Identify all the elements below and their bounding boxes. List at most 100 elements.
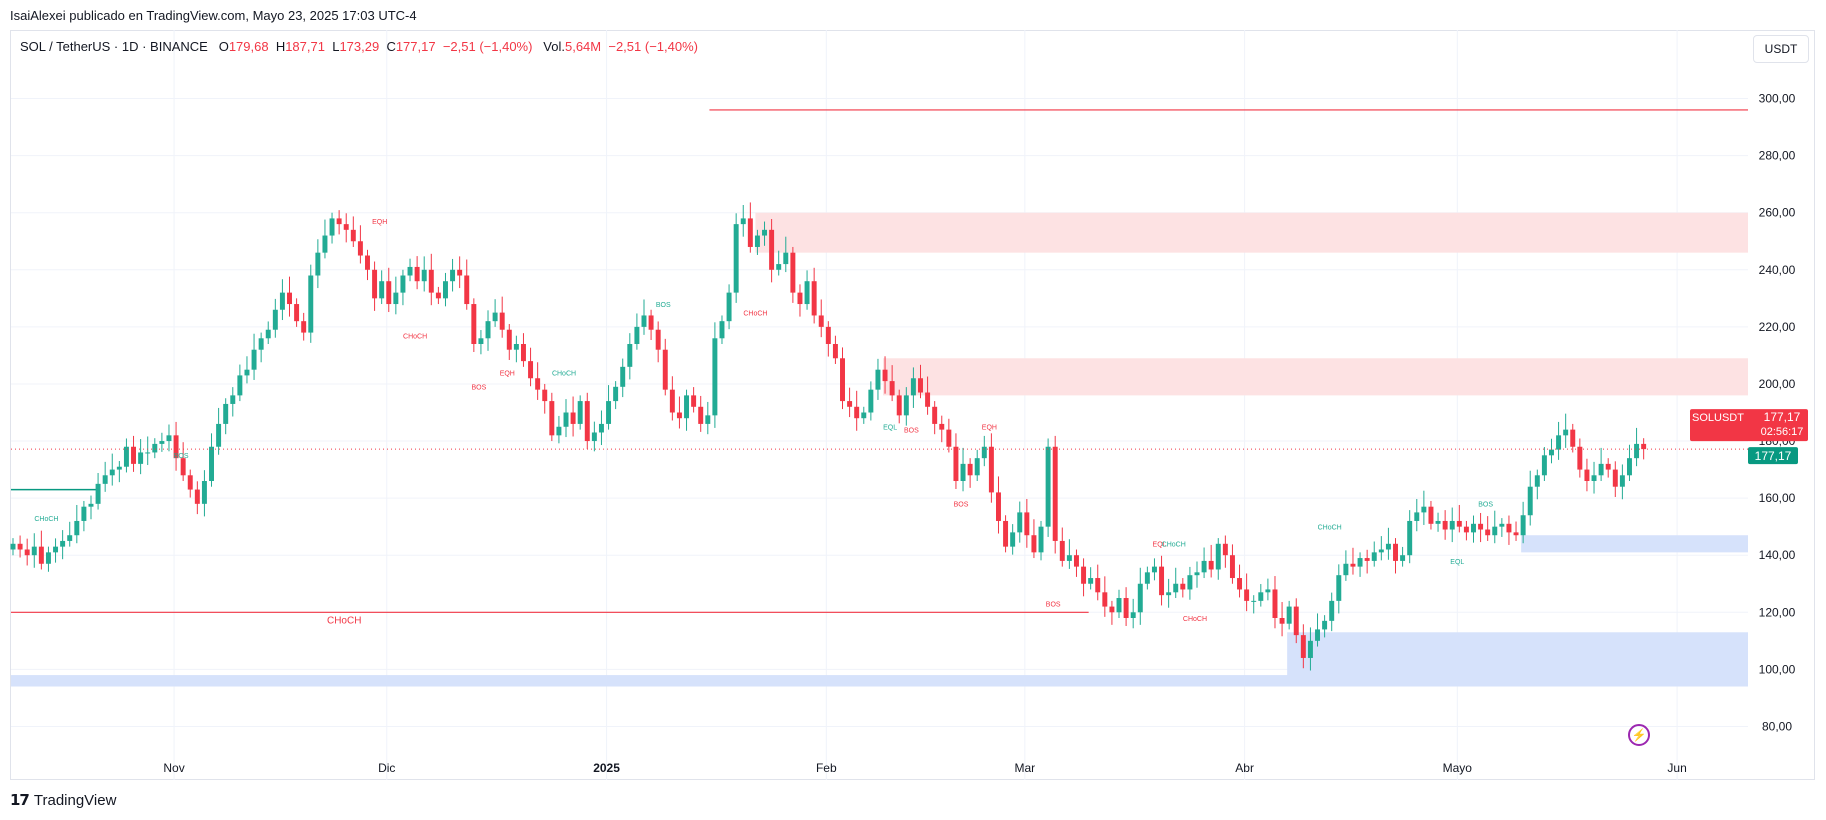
tradingview-logo-icon: 17 [10,791,30,809]
symbol-price-tag [1690,409,1808,442]
candle-body [1066,555,1072,561]
candle-body [1499,523,1505,527]
candle-body [386,281,392,305]
price-tag-text: 177,17 [1764,410,1801,424]
candle-body [1045,446,1051,527]
candle-body [1534,475,1540,487]
candle-body [209,446,214,481]
candle-body [457,269,463,276]
candle-body [1102,592,1108,607]
candle-body [1258,592,1264,601]
candle-body [173,435,179,459]
candle-body [1073,555,1079,567]
candle-body [194,489,200,504]
candle-body [265,329,271,339]
candle-body [1612,469,1618,487]
candle-body [1109,606,1115,613]
candle-body [414,266,420,282]
candle-body [1456,520,1462,527]
candle-body [719,321,725,339]
candle-body [1385,543,1391,550]
candle-body [1520,515,1526,536]
candle-body [776,264,782,270]
candle-body [974,458,980,476]
footer-brand[interactable]: 17 TradingView [10,791,116,809]
candle-body [1144,572,1150,584]
symbol-title[interactable]: SOL / TetherUS · 1D · BINANCE [20,39,208,54]
structure-label: CHoCH [1183,616,1207,623]
candle-body [811,281,817,316]
supply-zone [883,358,1748,396]
candle-body [1137,583,1143,613]
high-value: 187,71 [285,39,325,54]
structure-label: BOS [472,385,487,392]
candle-body [1052,446,1058,541]
candle-body [1598,463,1604,476]
change-value: −2,51 (−1,40%) [442,39,533,54]
candle-body [1010,532,1016,547]
candle-body [365,255,370,270]
candle-body [1187,575,1193,590]
volume-change: −2,51 (−1,40%) [608,39,698,54]
candle-body [88,503,94,507]
candle-body [1024,512,1030,536]
candle-body [1634,443,1640,459]
candle-body [818,315,824,327]
candle-body [315,252,321,276]
candle-body [1364,558,1370,561]
demand-zone [1521,535,1748,553]
candle-body [166,435,172,442]
candle-body [24,549,30,556]
candle-body [988,446,994,493]
x-tick-label: 2025 [593,761,620,775]
candle-body [1357,558,1363,567]
candle-body [1591,475,1597,481]
symbol-tag-text: SOLUSDT [1692,412,1744,424]
candle-body [825,326,831,344]
candle-body [45,552,51,564]
candle-body [712,338,718,416]
candle-body [407,266,413,276]
candle-body [152,443,158,453]
y-tick-label: 280,00 [1759,149,1796,163]
structure-label: CHoCH [743,310,767,317]
candle-body [691,395,697,407]
candle-body [868,389,874,413]
currency-button[interactable]: USDT [1753,35,1809,63]
close-label: C [386,39,396,54]
candle-body [1229,555,1235,579]
candle-body [1286,606,1292,624]
candle-body [223,403,229,424]
candle-body [1088,578,1094,584]
candle-body [38,546,44,564]
candle-body [896,395,902,416]
candle-body [17,543,23,550]
candle-body [1619,475,1625,487]
candle-body [655,329,661,350]
candle-body [1513,532,1519,536]
candle-body [513,344,519,350]
x-tick-label: Abr [1235,761,1254,775]
candle-body [598,423,604,433]
y-tick-label: 240,00 [1759,263,1796,277]
y-tick-label: 80,00 [1762,719,1792,733]
candle-body [840,358,845,402]
candle-body [272,309,278,330]
candle-body [591,432,597,442]
candle-body [1336,575,1342,601]
candle-body [1059,540,1065,561]
candle-body [1414,512,1420,521]
structure-label: CHoCH [1162,542,1186,549]
lightning-bolt-icon[interactable]: ⚡ [1628,724,1650,746]
structure-label: EQL [883,425,897,432]
candle-body [733,224,739,293]
candle-body [620,366,626,387]
candle-body [641,315,647,327]
countdown-tag-text: 02:56:17 [1761,426,1804,438]
candle-body [1428,506,1434,524]
candle-body [1371,552,1377,561]
candle-body [1003,520,1009,547]
structure-label: BOS [904,427,919,434]
candle-body [762,229,767,236]
